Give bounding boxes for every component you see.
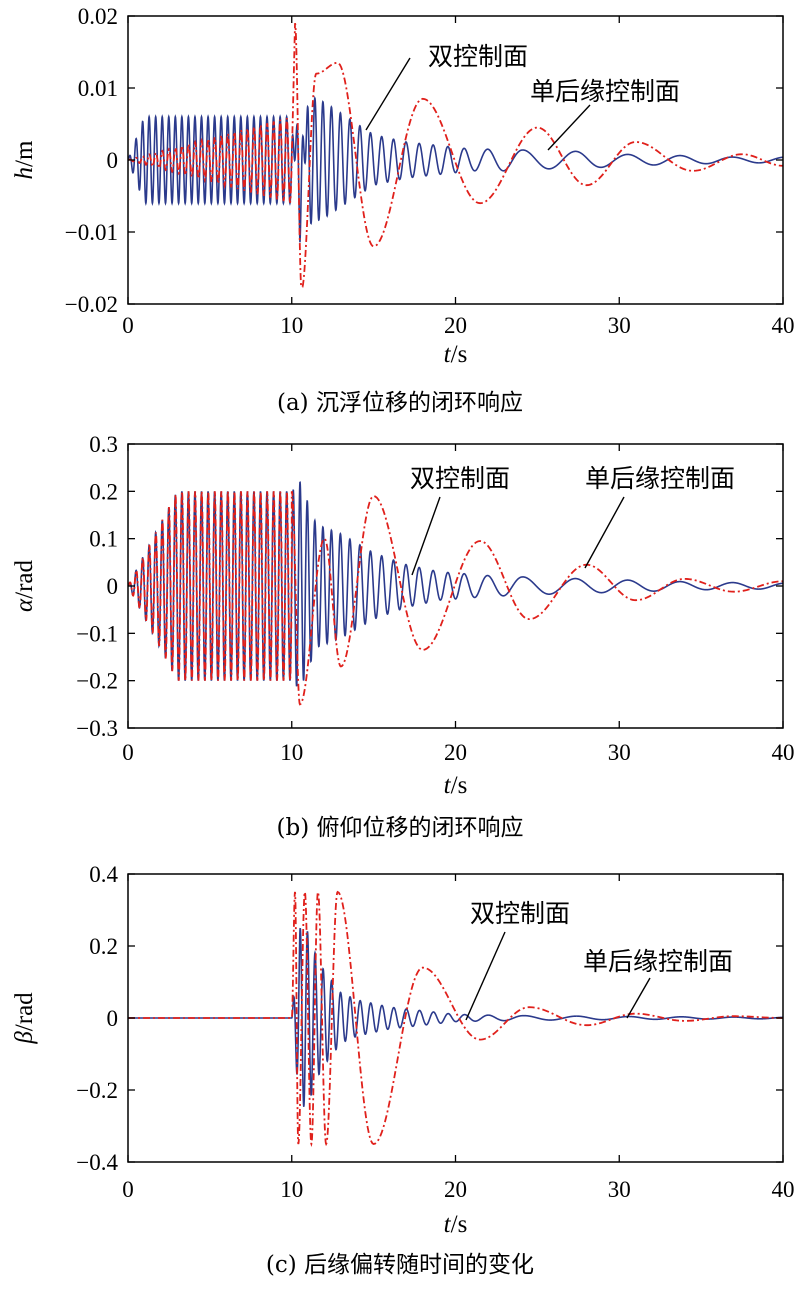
- x-tick-label: 0: [122, 740, 134, 765]
- y-tick-label: 0.1: [89, 527, 118, 552]
- y-tick-label: −0.2: [76, 1078, 118, 1103]
- y-tick-label: −0.2: [76, 669, 118, 694]
- panel-2: 0 10 20 30 40 −0.3 −0.2 −0.1 0 0.1 0.2 0.3 t/s α/rad (…: [11, 432, 795, 841]
- y-tick-label: 0.02: [78, 4, 118, 29]
- x-tick-label: 40: [772, 740, 795, 765]
- series-line-dual-control: [128, 95, 783, 243]
- x-tick-label: 10: [280, 740, 303, 765]
- x-axis-label: t/s: [444, 772, 468, 799]
- panel-caption: (b) 俯仰位移的闭环响应: [277, 815, 524, 841]
- panel-1: 0 10 20 30 40 −0.02 −0.01 0 0.01 0.02 t/s h/m (a) 沉浮…: [11, 4, 795, 416]
- y-axis-var: β: [11, 1031, 38, 1045]
- x-axis-label: t/s: [444, 1211, 468, 1238]
- y-axis-unit: /rad: [11, 560, 38, 599]
- x-axis-label: t/s: [444, 341, 468, 368]
- y-tick-label: −0.02: [65, 292, 118, 317]
- annotation-dual-control: 双控制面: [470, 899, 570, 928]
- series-line-single-trailing: [128, 490, 783, 706]
- y-tick-label: −0.4: [76, 1150, 118, 1175]
- y-tick-label: 0.4: [89, 862, 118, 887]
- x-axis-var: t: [444, 1211, 452, 1238]
- y-axis-label: α/rad: [11, 560, 38, 612]
- series-line-single-trailing: [128, 22, 783, 288]
- panel-caption: (c) 后缘偏转随时间的变化: [266, 1252, 534, 1278]
- annotation-leader-line: [584, 496, 625, 569]
- y-tick-label: 0.01: [78, 76, 118, 101]
- x-tick-label: 40: [772, 1177, 795, 1202]
- y-tick-label: 0.2: [89, 934, 118, 959]
- y-tick-label: −0.1: [76, 621, 118, 646]
- y-axis-var: h: [11, 167, 38, 180]
- x-tick-label: 10: [280, 1177, 303, 1202]
- x-tick-label: 20: [444, 740, 467, 765]
- panel-3: 0 10 20 30 40 −0.4 −0.2 0 0.2 0.4 t/s β/rad (c) 后缘偏转…: [11, 862, 795, 1278]
- x-axis-unit: /s: [451, 341, 468, 368]
- x-axis-var: t: [444, 772, 452, 799]
- annotation-dual-control: 双控制面: [428, 42, 528, 71]
- y-tick-label: −0.3: [76, 716, 118, 741]
- annotation-single-trailing: 单后缘控制面: [530, 77, 680, 106]
- x-axis-var: t: [444, 341, 452, 368]
- x-tick-label: 40: [772, 313, 795, 338]
- y-axis-var: α: [11, 598, 38, 612]
- y-tick-label: 0: [107, 1006, 119, 1031]
- y-tick-label: −0.01: [65, 220, 118, 245]
- x-tick-label: 0: [122, 313, 134, 338]
- panel-caption: (a) 沉浮位移的闭环响应: [277, 390, 523, 416]
- x-tick-label: 0: [122, 1177, 134, 1202]
- series-line-single-trailing: [128, 889, 783, 1147]
- x-tick-label: 20: [444, 313, 467, 338]
- x-axis-unit: /s: [451, 772, 468, 799]
- annotation-leader-line: [547, 104, 591, 151]
- y-tick-label: 0: [107, 148, 119, 173]
- x-tick-label: 10: [280, 313, 303, 338]
- x-tick-label: 30: [608, 1177, 631, 1202]
- y-tick-label: 0.2: [89, 479, 118, 504]
- x-tick-label: 30: [608, 740, 631, 765]
- y-axis-label: h/m: [11, 140, 38, 179]
- annotation-dual-control: 双控制面: [410, 464, 510, 493]
- annotation-single-trailing: 单后缘控制面: [585, 464, 735, 493]
- annotation-leader-line: [411, 496, 441, 576]
- x-tick-label: 30: [608, 313, 631, 338]
- annotation-leader-line: [365, 57, 411, 131]
- x-axis-unit: /s: [451, 1211, 468, 1238]
- annotation-leader-line: [626, 977, 651, 1019]
- y-tick-label: 0: [107, 574, 119, 599]
- annotation-single-trailing: 单后缘控制面: [583, 947, 733, 976]
- annotation-leader-line: [465, 931, 506, 1021]
- y-axis-unit: /m: [11, 140, 38, 167]
- x-tick-label: 20: [444, 1177, 467, 1202]
- y-axis-label: β/rad: [11, 992, 38, 1045]
- y-axis-unit: /rad: [11, 992, 38, 1031]
- y-tick-label: 0.3: [89, 432, 118, 457]
